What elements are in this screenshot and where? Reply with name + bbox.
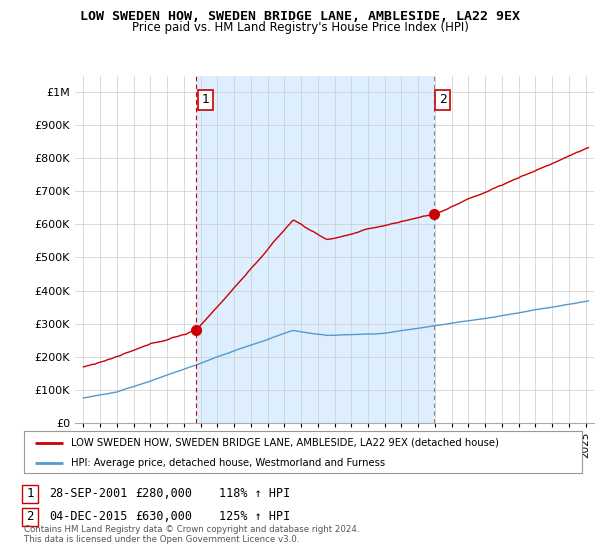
Text: HPI: Average price, detached house, Westmorland and Furness: HPI: Average price, detached house, West… bbox=[71, 458, 386, 468]
Text: 2: 2 bbox=[26, 510, 34, 524]
Bar bbox=[196, 76, 434, 423]
Text: £630,000: £630,000 bbox=[135, 510, 192, 524]
Text: £280,000: £280,000 bbox=[135, 487, 192, 501]
Text: Contains HM Land Registry data © Crown copyright and database right 2024.
This d: Contains HM Land Registry data © Crown c… bbox=[24, 525, 359, 544]
Text: 118% ↑ HPI: 118% ↑ HPI bbox=[219, 487, 290, 501]
Text: LOW SWEDEN HOW, SWEDEN BRIDGE LANE, AMBLESIDE, LA22 9EX: LOW SWEDEN HOW, SWEDEN BRIDGE LANE, AMBL… bbox=[80, 10, 520, 23]
Text: 2: 2 bbox=[439, 94, 446, 106]
Text: Price paid vs. HM Land Registry's House Price Index (HPI): Price paid vs. HM Land Registry's House … bbox=[131, 21, 469, 34]
Text: 1: 1 bbox=[202, 94, 209, 106]
Text: 1: 1 bbox=[26, 487, 34, 501]
Text: LOW SWEDEN HOW, SWEDEN BRIDGE LANE, AMBLESIDE, LA22 9EX (detached house): LOW SWEDEN HOW, SWEDEN BRIDGE LANE, AMBL… bbox=[71, 438, 499, 448]
Text: 125% ↑ HPI: 125% ↑ HPI bbox=[219, 510, 290, 524]
Text: 04-DEC-2015: 04-DEC-2015 bbox=[49, 510, 128, 524]
Text: 28-SEP-2001: 28-SEP-2001 bbox=[49, 487, 128, 501]
